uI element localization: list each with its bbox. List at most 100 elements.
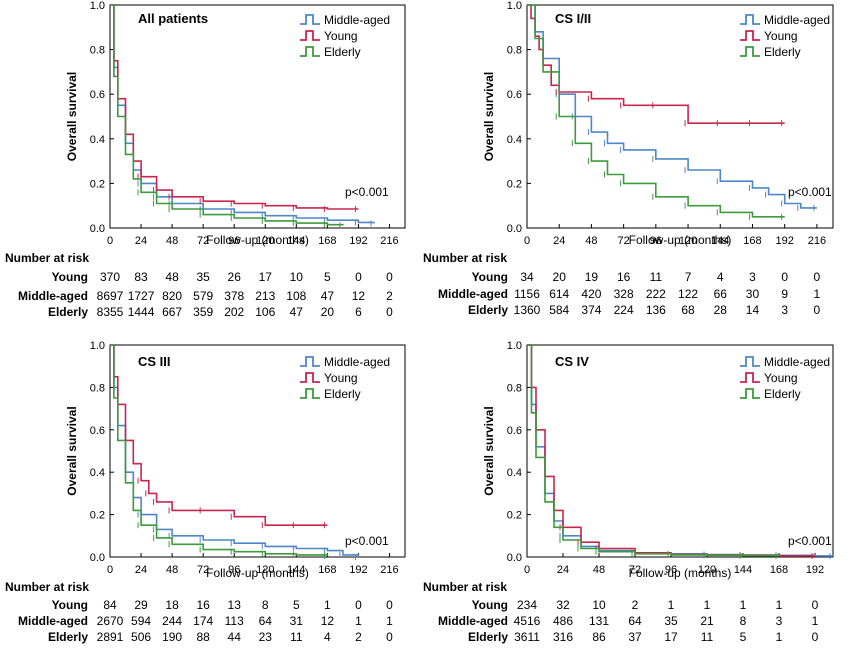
x-tick-label: 48: [593, 564, 605, 576]
y-tick-label: 0.6: [507, 425, 522, 437]
survival-curve-elderly: [110, 344, 329, 556]
x-tick-label: 168: [770, 564, 788, 576]
survival-curve-elderly: [527, 344, 780, 557]
risk-value: 16: [196, 598, 210, 612]
y-tick-label: 1.0: [507, 0, 522, 12]
risk-value: 1: [740, 598, 747, 612]
y-tick-label: 0.0: [90, 223, 105, 235]
risk-value: 86: [592, 630, 606, 644]
risk-value: 1: [386, 614, 393, 628]
risk-value: 66: [714, 287, 728, 301]
risk-value: 316: [553, 630, 573, 644]
panel-title: CS III: [138, 354, 171, 369]
y-tick-label: 0.2: [507, 178, 522, 190]
chart-panel-1: 0.00.20.40.60.81.00 24 48 72 96 120 144 168 192 2…: [5, 0, 406, 319]
x-tick-label: 216: [808, 235, 826, 247]
risk-value: 2: [632, 598, 639, 612]
risk-value: 4516: [514, 614, 541, 628]
risk-value: 614: [549, 287, 569, 301]
risk-value: 359: [193, 305, 213, 319]
risk-value: 374: [581, 303, 601, 317]
y-tick-label: 0.2: [90, 510, 105, 522]
legend-swatch-elderly: [300, 388, 320, 399]
legend-label-middle-aged: Middle-aged: [764, 355, 830, 369]
risk-row-label: Middle-aged: [438, 614, 508, 628]
risk-value: 820: [162, 289, 182, 303]
risk-value: 1360: [514, 303, 541, 317]
y-tick-label: 0.0: [507, 552, 522, 564]
x-tick-label: 144: [287, 564, 305, 576]
risk-value: 0: [814, 303, 821, 317]
x-tick-label: 120: [256, 235, 274, 247]
y-tick-label: 1.0: [90, 340, 105, 352]
x-tick-label: 144: [711, 235, 729, 247]
risk-value: 113: [225, 614, 244, 628]
risk-row-label: Young: [472, 598, 508, 612]
risk-value: 28: [714, 303, 728, 317]
risk-value: 378: [224, 289, 244, 303]
y-tick-label: 0.4: [90, 134, 105, 146]
risk-value: 234: [517, 598, 537, 612]
risk-value: 7: [685, 270, 692, 284]
risk-value: 2670: [97, 614, 124, 628]
risk-value: 44: [228, 630, 242, 644]
risk-value: 0: [812, 630, 819, 644]
risk-value: 1: [355, 614, 362, 628]
y-tick-label: 0.0: [507, 223, 522, 235]
risk-row-label: Young: [52, 598, 88, 612]
y-tick-label: 0.6: [90, 89, 105, 101]
risk-value: 37: [628, 630, 642, 644]
y-tick-label: 1.0: [90, 0, 105, 12]
risk-value: 29: [134, 598, 148, 612]
p-value: p<0.001: [788, 185, 832, 199]
x-tick-label: 24: [553, 235, 565, 247]
legend-label-elderly: Elderly: [324, 45, 361, 59]
x-tick-label: 96: [665, 564, 677, 576]
risk-value: 1: [776, 598, 783, 612]
risk-value: 20: [321, 305, 335, 319]
risk-value: 3: [749, 270, 756, 284]
risk-value: 10: [290, 270, 304, 284]
survival-curve-middle-aged: [527, 4, 817, 209]
risk-value: 14: [746, 303, 760, 317]
survival-curve-elderly: [110, 4, 344, 226]
risk-value: 122: [678, 287, 698, 301]
risk-value: 594: [131, 614, 151, 628]
legend-label-elderly: Elderly: [324, 387, 361, 401]
risk-value: 506: [131, 630, 151, 644]
x-tick-label: 48: [166, 235, 178, 247]
risk-value: 10: [592, 598, 606, 612]
panel-title: All patients: [138, 11, 208, 26]
risk-row-label: Middle-aged: [438, 287, 508, 301]
x-tick-label: 0: [107, 564, 113, 576]
risk-value: 17: [259, 270, 273, 284]
x-tick-label: 120: [256, 564, 274, 576]
x-tick-label: 96: [228, 235, 240, 247]
risk-value: 2: [355, 630, 362, 644]
chart-panel-4: 0.00.20.40.60.81.00 24 48 72 96 120 144 168 192F…: [423, 340, 834, 644]
risk-value: 244: [162, 614, 182, 628]
x-tick-label: 48: [585, 235, 597, 247]
risk-value: 106: [255, 305, 275, 319]
x-tick-label: 144: [287, 235, 305, 247]
risk-row-label: Elderly: [48, 630, 88, 644]
legend-swatch-middle-aged: [740, 14, 760, 25]
risk-row-label: Elderly: [468, 630, 508, 644]
x-tick-label: 0: [524, 235, 530, 247]
risk-value: 34: [520, 270, 534, 284]
x-tick-label: 168: [318, 564, 336, 576]
y-axis-label: Overall survival: [482, 406, 496, 495]
risk-value: 0: [781, 270, 788, 284]
risk-value: 2: [386, 289, 393, 303]
risk-value: 4: [324, 630, 331, 644]
y-axis-label: Overall survival: [65, 72, 79, 161]
risk-value: 47: [321, 289, 335, 303]
risk-value: 328: [614, 287, 634, 301]
x-tick-label: 24: [135, 235, 147, 247]
risk-value: 88: [196, 630, 210, 644]
risk-value: 11: [290, 630, 303, 644]
plot-frame: [526, 4, 834, 229]
y-tick-label: 0.8: [507, 45, 522, 57]
risk-value: 11: [701, 630, 714, 644]
